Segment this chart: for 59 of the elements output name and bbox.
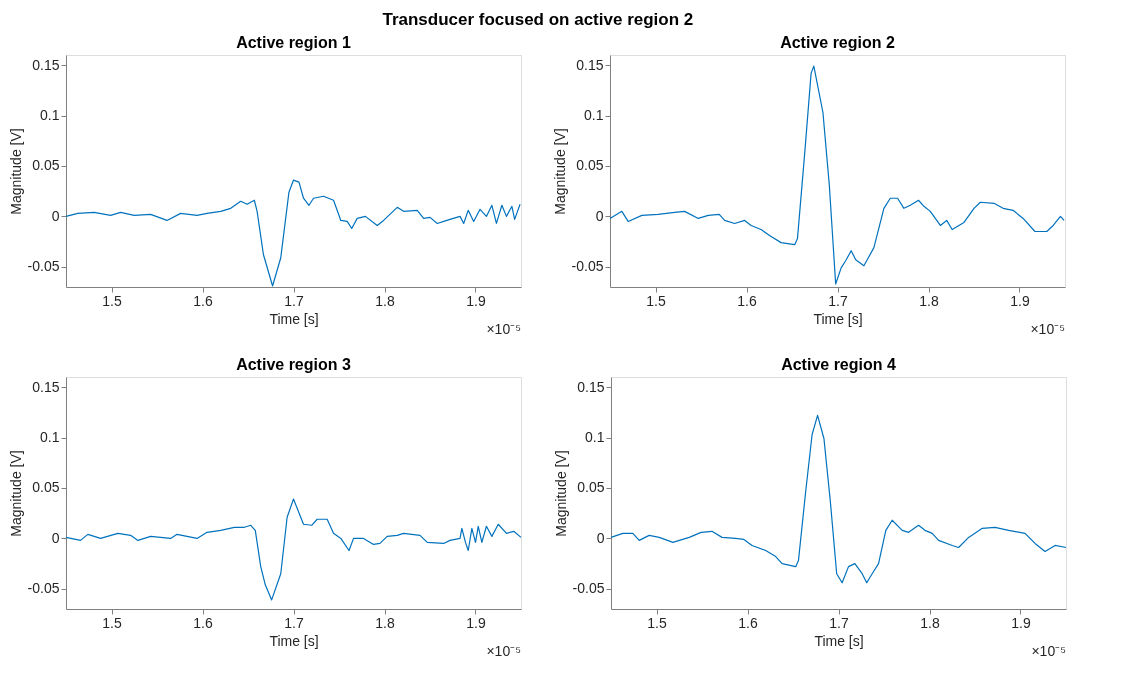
chart-title: Active region 2 — [780, 34, 895, 51]
y-tick-label: -0.05 — [27, 580, 60, 597]
y-tick-label: 0.1 — [40, 429, 60, 446]
text: ×10⁻⁵ — [486, 643, 521, 659]
x-tick-label: 1.9 — [1010, 292, 1030, 309]
x-tick-label: 1.9 — [1011, 614, 1031, 631]
text: ×10⁻⁵ — [1030, 321, 1065, 337]
x-tick-label: 1.9 — [466, 614, 486, 631]
y-tick-label: 0.05 — [577, 479, 605, 496]
y-axis-title: Magnitude [V] — [7, 450, 24, 537]
y-tick-label: -0.05 — [572, 580, 605, 597]
x-tick-label: 1.7 — [284, 614, 304, 631]
x-tick-label: 1.5 — [647, 614, 667, 631]
y-tick-label: 0.1 — [584, 107, 604, 124]
text: Transducer focused on active region 2 — [382, 9, 694, 29]
x-tick-label: 1.6 — [737, 292, 757, 309]
x-tick-label: 1.7 — [284, 292, 304, 309]
y-tick-label: 0.1 — [40, 107, 60, 124]
chart-title: Active region 1 — [236, 34, 351, 51]
x-axis-title: Time [s] — [269, 310, 319, 327]
chart-title: Active region 3 — [236, 356, 351, 373]
line-series — [65, 498, 522, 601]
x-tick-label: 1.8 — [920, 614, 940, 631]
y-tick-label: 0 — [51, 529, 60, 546]
x-tick-label: 1.6 — [193, 614, 213, 631]
x-tick-label: 1.7 — [828, 292, 848, 309]
text: ×10⁻⁵ — [486, 321, 521, 337]
y-tick-label: 0 — [595, 207, 604, 224]
x-tick-label: 1.8 — [375, 614, 395, 631]
y-axis-title: Magnitude [V] — [551, 128, 568, 215]
y-axis-title: Magnitude [V] — [7, 128, 24, 215]
x-tick-label: 1.8 — [919, 292, 939, 309]
chart-title: Active region 4 — [781, 356, 896, 373]
text: ×10⁻⁵ — [1031, 643, 1066, 659]
y-tick-label: -0.05 — [571, 258, 604, 275]
y-tick-label: 0.1 — [585, 429, 605, 446]
x-tick-label: 1.8 — [375, 292, 395, 309]
x-axis-title: Time [s] — [269, 632, 319, 649]
line-series — [610, 414, 1067, 584]
x-axis-title: Time [s] — [814, 632, 864, 649]
x-tick-label: 1.6 — [193, 292, 213, 309]
y-tick-label: 0.05 — [32, 157, 60, 174]
y-tick-label: -0.05 — [27, 258, 60, 275]
y-tick-label: 0 — [51, 207, 60, 224]
y-tick-label: 0.15 — [577, 378, 605, 395]
x-axis-title: Time [s] — [813, 310, 863, 327]
x-tick-label: 1.9 — [466, 292, 486, 309]
y-tick-label: 0.15 — [32, 378, 60, 395]
y-tick-label: 0.15 — [32, 56, 60, 73]
y-axis-title: Magnitude [V] — [552, 450, 569, 537]
x-tick-label: 1.5 — [102, 614, 122, 631]
y-tick-label: 0.05 — [576, 157, 604, 174]
y-tick-label: 0.15 — [576, 56, 604, 73]
y-tick-label: 0.05 — [32, 479, 60, 496]
x-tick-label: 1.5 — [646, 292, 666, 309]
x-tick-label: 1.6 — [738, 614, 758, 631]
x-tick-label: 1.7 — [829, 614, 849, 631]
x-tick-label: 1.5 — [102, 292, 122, 309]
y-tick-label: 0 — [596, 529, 605, 546]
